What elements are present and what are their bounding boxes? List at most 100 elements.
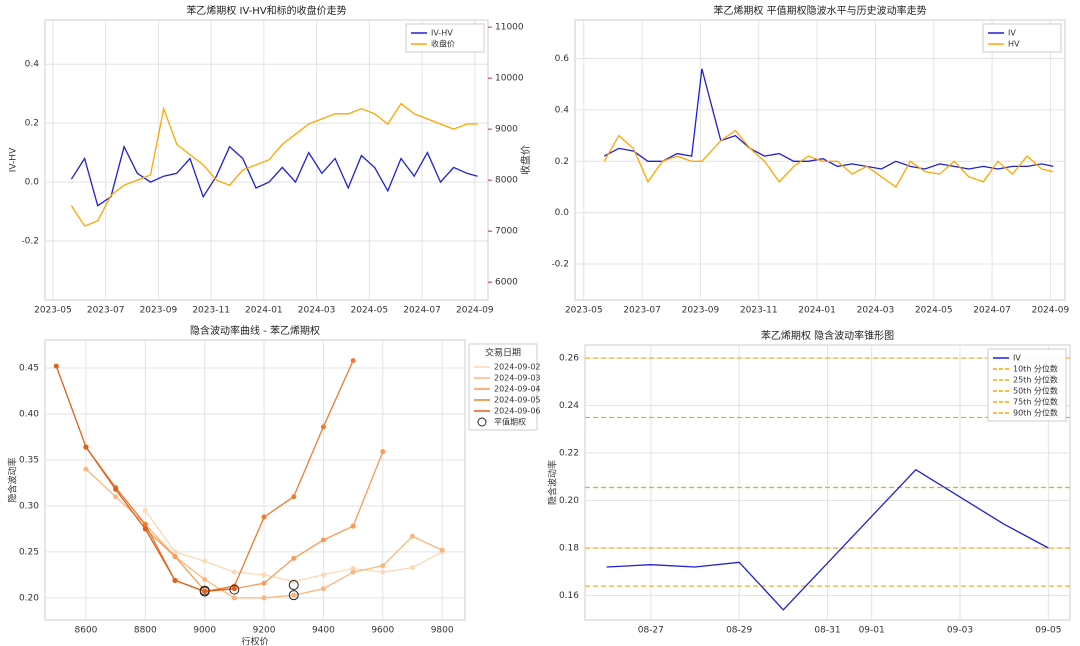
x-tick-label: 2024-03 [298,306,336,316]
y-tick-label: 0.18 [559,544,579,554]
y-tick-label: -0.2 [21,237,39,247]
x-tick-label: 09-01 [859,626,885,636]
x-tick-label: 2024-07 [973,306,1011,316]
point [53,363,59,369]
point [291,592,297,598]
x-tick-label: 9200 [253,626,276,636]
y-tick-label: 0.40 [19,409,39,419]
point [291,578,297,584]
point [202,558,208,564]
point [113,486,119,492]
legend-box [987,348,1067,422]
point [83,466,89,472]
legend-label: 50th 分位数 [1013,386,1058,396]
x-tick-label: 2023-11 [192,306,230,316]
x-tick-label: 9800 [431,626,454,636]
point [380,569,386,575]
point [202,588,208,594]
x-axis-label: 行权价 [241,636,268,646]
plot-area [44,19,489,301]
x-tick-label: 09-03 [947,626,973,636]
series-line [603,68,1054,170]
x-tick-label: 2024-09 [1032,306,1070,316]
legend-label: 2024-09-06 [494,407,541,416]
point [320,572,326,578]
point [261,514,267,520]
y-tick-label: 0.16 [559,591,579,601]
atm-marker [288,580,299,591]
y-tick-label: 0.20 [19,593,39,603]
legend-box [982,23,1062,53]
point [380,563,386,569]
y-tick-label: 0.45 [19,363,39,373]
legend-label: 2024-09-04 [494,385,541,394]
point [261,572,267,578]
y-tick-label: 0.4 [555,105,570,115]
x-tick-label: 2023-05 [34,306,72,316]
plot-area [44,339,466,621]
legend-title: 交易日期 [485,347,521,359]
point [172,577,178,583]
x-tick-label: 8800 [134,626,157,636]
series-line [70,102,478,227]
y2-axis-label: 收盘价 [519,145,532,175]
legend-label: 收盘价 [431,39,455,49]
point [320,537,326,543]
x-tick-label: 2024-01 [798,306,836,316]
x-tick-label: 2023-05 [565,306,603,316]
x-tick-label: 2024-03 [857,306,895,316]
point [231,595,237,601]
legend-label: 75th 分位数 [1013,397,1058,407]
y-tick-label: 0.20 [559,496,579,506]
legend-label: 90th 分位数 [1013,408,1058,418]
y-tick-label: 0.22 [559,449,579,459]
point [113,494,119,500]
point [172,549,178,555]
legend-label: 2024-09-02 [494,363,541,372]
point [261,595,267,601]
series-line [606,468,1049,611]
point [380,449,386,455]
atm-marker [199,585,210,596]
x-tick-label: 09-05 [1035,626,1061,636]
chart-title: 隐含波动率曲线 - 苯乙烯期权 [190,324,320,337]
point [409,533,415,539]
x-tick-label: 2024-05 [351,306,389,316]
x-tick-label: 8600 [75,626,98,636]
x-tick-label: 08-31 [814,626,840,636]
y-tick-label: 0.26 [559,354,579,364]
x-tick-label: 2023-09 [682,306,720,316]
legend-box [405,23,485,53]
y-tick-label: 0.2 [25,119,39,129]
y-tick-label: 0.4 [25,60,40,70]
x-tick-label: 2023-11 [740,306,778,316]
point [231,569,237,575]
point [231,586,237,592]
y-tick-label: 0.24 [559,401,579,411]
y2-tick-label: 7000 [495,227,518,237]
y2-tick-label: 11000 [495,23,524,33]
legend-swatch [477,417,487,427]
legend-box [468,343,538,431]
atm-marker [229,584,240,595]
point [320,586,326,592]
point [350,358,356,364]
point [142,521,148,527]
legend-label: 25th 分位数 [1013,375,1058,385]
point [142,508,148,514]
x-tick-label: 2023-09 [140,306,178,316]
x-tick-label: 2024-01 [245,306,283,316]
x-tick-label: 9000 [193,626,216,636]
legend-label: IV-HV [431,29,453,38]
y-tick-label: 0.30 [19,501,39,511]
y-axis-label: 隐含波动率 [547,460,559,505]
legend-label: 平值期权 [494,417,526,427]
y2-tick-label: 9000 [495,125,518,135]
y2-tick-label: 10000 [495,74,524,84]
x-tick-label: 2024-09 [456,306,494,316]
point [202,577,208,583]
y-tick-label: 0.0 [555,208,570,218]
